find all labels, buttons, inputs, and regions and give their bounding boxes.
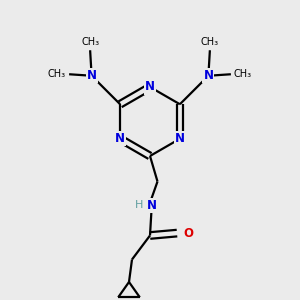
Text: N: N bbox=[203, 69, 213, 82]
Text: N: N bbox=[115, 132, 125, 145]
Text: N: N bbox=[87, 69, 97, 82]
Text: N: N bbox=[146, 199, 157, 212]
Text: CH₃: CH₃ bbox=[234, 69, 252, 79]
Text: H: H bbox=[135, 200, 144, 211]
Text: CH₃: CH₃ bbox=[81, 37, 99, 47]
Text: N: N bbox=[175, 132, 185, 145]
Text: N: N bbox=[145, 80, 155, 94]
Text: O: O bbox=[184, 226, 194, 240]
Text: CH₃: CH₃ bbox=[48, 69, 66, 79]
Text: CH₃: CH₃ bbox=[201, 37, 219, 47]
